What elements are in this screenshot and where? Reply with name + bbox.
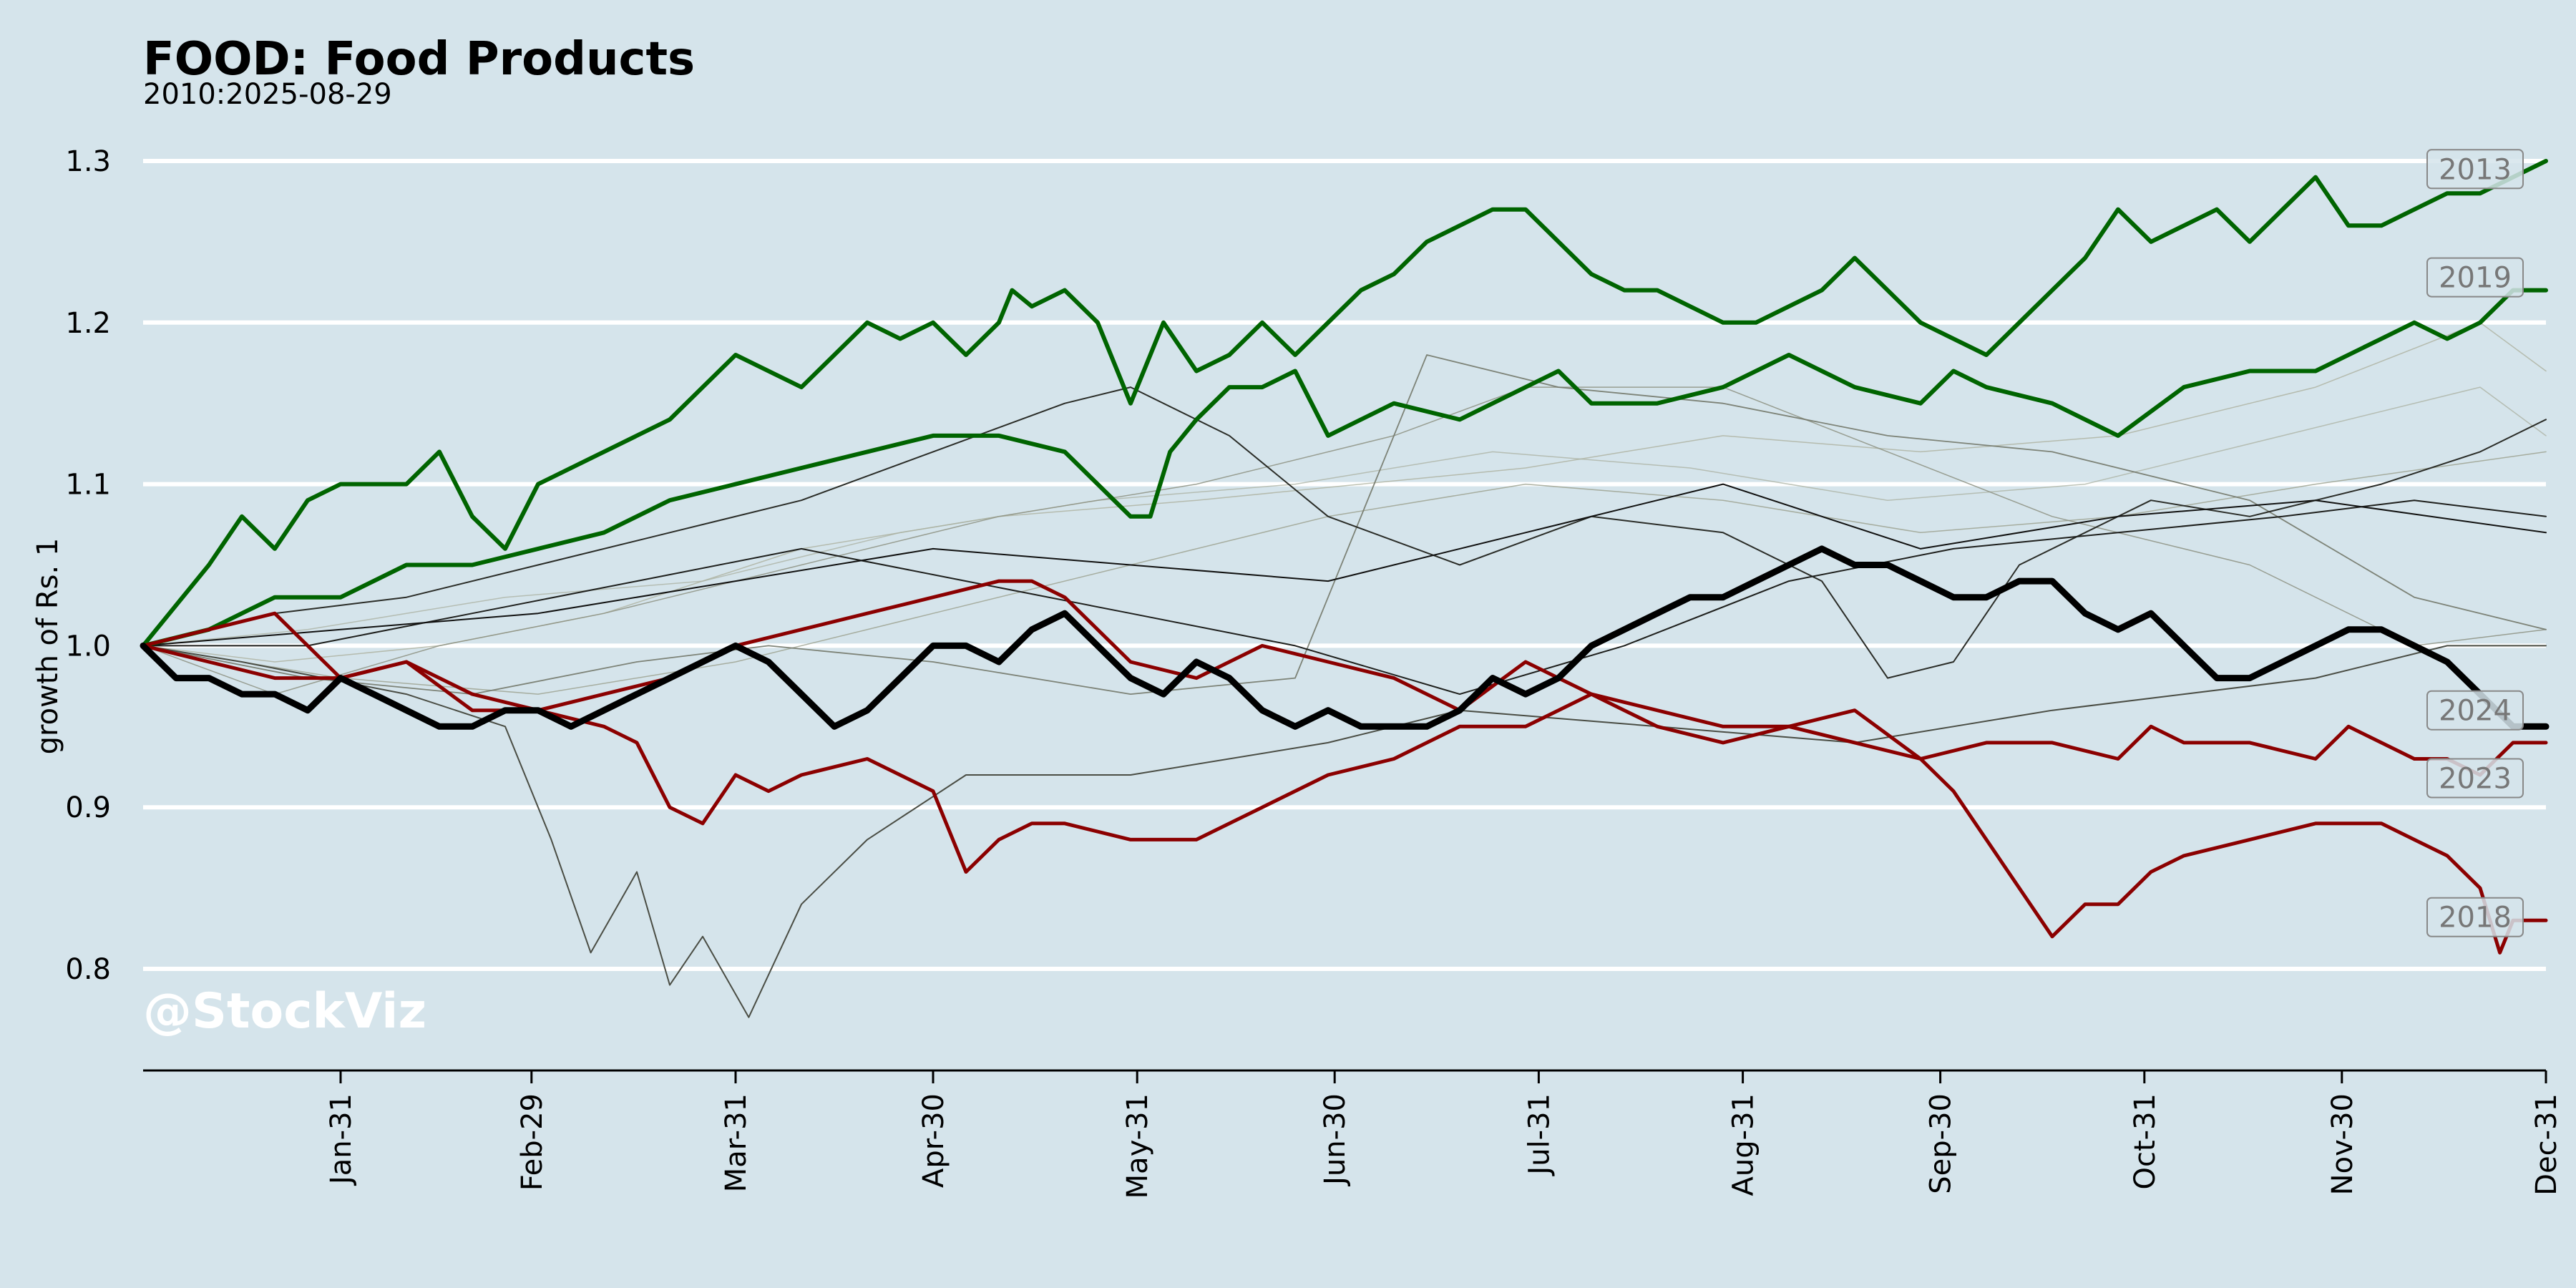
year-label-box bbox=[2426, 690, 2524, 731]
series-line-2019 bbox=[141, 288, 2548, 648]
x-tick-label: Jul-31 bbox=[1523, 1093, 1556, 1177]
x-tick-label: Apr-30 bbox=[917, 1093, 950, 1188]
year-label-text: 2019 bbox=[2439, 262, 2512, 295]
y-tick-label: 0.9 bbox=[65, 791, 111, 824]
y-tick-label: 1.3 bbox=[65, 145, 111, 178]
x-axis: Jan-31 Feb-29 Mar-31 Apr-30 May-31 Jun-30 Jul-… bbox=[143, 1069, 2563, 1199]
year-label-2024: 2024 bbox=[2426, 690, 2524, 731]
year-label-box bbox=[2426, 758, 2524, 799]
y-tick-label: 0.8 bbox=[65, 953, 111, 986]
y-axis-label: growth of Rs. 1 bbox=[31, 538, 64, 755]
x-tick-label: Mar-31 bbox=[720, 1093, 753, 1192]
chart-title: FOOD: Food Products bbox=[143, 33, 695, 86]
x-tick-label: May-31 bbox=[1121, 1093, 1154, 1199]
year-label-box bbox=[2426, 149, 2524, 190]
series-line-background bbox=[142, 386, 2547, 679]
y-tick-label: 1.2 bbox=[65, 307, 111, 340]
series-line-background bbox=[142, 483, 2547, 647]
year-label-2023: 2023 bbox=[2426, 758, 2524, 799]
x-tick-label: Jun-30 bbox=[1319, 1093, 1352, 1187]
year-label-text: 2024 bbox=[2439, 695, 2512, 728]
year-label-2013: 2013 bbox=[2426, 149, 2524, 190]
year-label-text: 2018 bbox=[2439, 902, 2512, 935]
x-tick-label: Nov-30 bbox=[2326, 1093, 2359, 1195]
x-tick-label: Oct-31 bbox=[2129, 1093, 2162, 1190]
chart-subtitle: 2010:2025-08-29 bbox=[143, 78, 392, 111]
x-tick-label: Aug-31 bbox=[1727, 1093, 1760, 1196]
x-tick-label: Sep-30 bbox=[1925, 1093, 1958, 1194]
watermark: @StockViz bbox=[143, 983, 426, 1040]
series-line-background bbox=[142, 645, 2547, 1018]
year-label-text: 2013 bbox=[2439, 153, 2512, 186]
series-line-background bbox=[142, 354, 2547, 695]
year-labels: 2013 2019 2024 2023 2018 bbox=[2426, 149, 2524, 937]
year-label-text: 2023 bbox=[2439, 763, 2512, 796]
series-line-background bbox=[142, 386, 2547, 647]
year-label-box bbox=[2426, 897, 2524, 937]
series-line-2024 bbox=[140, 545, 2550, 730]
x-tick-label: Dec-31 bbox=[2530, 1093, 2563, 1196]
y-gridlines bbox=[143, 159, 2546, 971]
x-tick-label: Jan-31 bbox=[325, 1093, 358, 1186]
year-label-box bbox=[2426, 257, 2524, 298]
series-line-2023 bbox=[141, 579, 2548, 777]
year-label-2018: 2018 bbox=[2426, 897, 2524, 937]
series-line-2013 bbox=[141, 159, 2548, 648]
series-line-2018 bbox=[141, 643, 2548, 955]
year-label-2019: 2019 bbox=[2426, 257, 2524, 298]
y-axis: 0.8 0.9 1.0 1.1 1.2 1.3 bbox=[65, 145, 111, 986]
y-tick-label: 1.1 bbox=[65, 469, 111, 502]
series-line-background bbox=[142, 499, 2547, 696]
series-lines bbox=[140, 159, 2550, 1018]
y-tick-label: 1.0 bbox=[65, 630, 111, 663]
x-tick-label: Feb-29 bbox=[516, 1093, 549, 1191]
